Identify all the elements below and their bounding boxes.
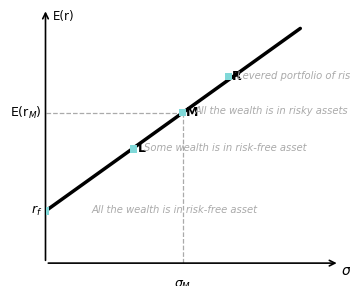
Text: E(r): E(r): [53, 10, 74, 23]
Text: All the wealth is in risky assets: All the wealth is in risky assets: [194, 106, 348, 116]
Text: E(r$_M$): E(r$_M$): [10, 105, 42, 121]
Text: M: M: [186, 106, 198, 119]
Text: Some wealth is in risk-free asset: Some wealth is in risk-free asset: [144, 143, 306, 153]
Text: L: L: [138, 142, 146, 155]
Point: [226, 74, 231, 79]
Text: Levered portfolio of risky assets: Levered portfolio of risky assets: [237, 71, 350, 81]
Text: r$_f$: r$_f$: [31, 204, 42, 218]
Point: [43, 209, 48, 213]
Text: $\sigma$: $\sigma$: [341, 264, 350, 278]
Text: $\sigma_M$: $\sigma_M$: [174, 279, 191, 286]
Text: R: R: [232, 70, 242, 83]
Point: [180, 110, 186, 115]
Text: All the wealth is in risk-free asset: All the wealth is in risk-free asset: [91, 205, 257, 215]
Point: [131, 147, 136, 151]
